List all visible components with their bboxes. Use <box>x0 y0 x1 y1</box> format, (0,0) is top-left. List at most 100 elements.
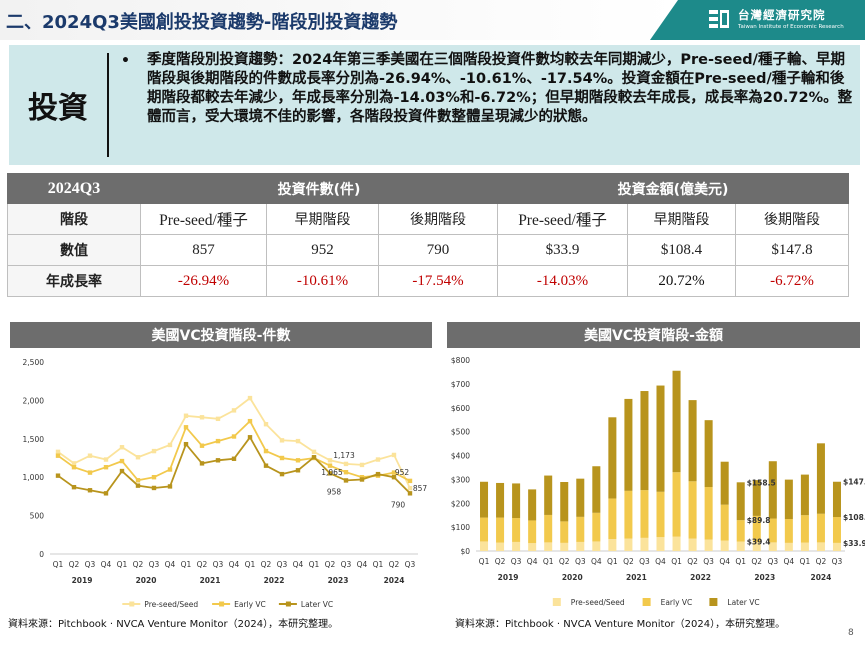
bar-segment <box>800 515 809 543</box>
data-label: $33.9 <box>843 539 865 548</box>
y-tick-label: 2,500 <box>23 358 45 367</box>
data-point <box>327 471 333 476</box>
bar-segment <box>800 542 809 551</box>
bar-segment <box>720 540 729 551</box>
data-point <box>311 455 317 460</box>
y-tick-label: $600 <box>451 404 470 413</box>
brand-band <box>650 0 865 40</box>
y-tick-label: $200 <box>451 499 470 508</box>
bar-segment <box>560 542 569 551</box>
summary-divider <box>107 53 109 157</box>
x-tick-label: Q2 <box>261 560 272 569</box>
data-point <box>375 471 381 477</box>
bar-segment <box>816 542 825 551</box>
summary-tag: 投資 <box>28 91 88 126</box>
data-point <box>247 395 253 401</box>
x-tick-label: Q1 <box>479 557 490 566</box>
bar-segment <box>784 519 793 543</box>
bar-segment <box>720 461 729 505</box>
source-note: 資料來源：Pitchbook · NVCA Venture Monitor（20… <box>455 619 786 630</box>
logo-name: 台灣經濟研究院 <box>738 8 826 22</box>
bar-segment <box>608 539 617 551</box>
page-number: 8 <box>848 628 854 638</box>
legend-label: Later VC <box>727 598 759 607</box>
row-label-value: 數值 <box>7 234 141 266</box>
table-period: 2024Q3 <box>7 173 141 204</box>
legend-label: Pre-seed/Seed <box>144 600 198 609</box>
bar-segment <box>704 539 713 551</box>
legend-marker <box>129 601 135 607</box>
bar-segment <box>640 490 649 538</box>
data-point <box>247 435 253 440</box>
data-point <box>183 413 189 418</box>
data-point <box>343 461 349 467</box>
data-point <box>87 453 93 458</box>
data-point <box>391 475 397 480</box>
bar-segment <box>496 482 505 518</box>
data-point <box>119 445 125 450</box>
data-point <box>135 483 141 488</box>
x-tick-label: Q3 <box>149 560 160 569</box>
table-cell: 790 <box>377 234 499 266</box>
data-point <box>55 453 61 458</box>
data-point <box>343 478 349 483</box>
bar-segment <box>656 491 665 538</box>
bar-segment <box>704 487 713 540</box>
table-cell: 857 <box>140 234 267 266</box>
x-tick-label: Q1 <box>53 560 64 569</box>
bar-segment <box>800 474 809 516</box>
bar-segment <box>576 541 585 551</box>
data-label: $158.5 <box>747 478 776 487</box>
legend-swatch <box>709 598 718 606</box>
bar-segment <box>832 481 841 518</box>
data-point <box>295 438 301 444</box>
table-row: 階段 Pre-seed/種子 早期階段 後期階段 Pre-seed/種子 早期階… <box>7 203 850 235</box>
x-tick-label: Q2 <box>816 557 827 566</box>
year-label: 2021 <box>200 576 221 585</box>
data-point <box>135 478 141 483</box>
row-label-stage: 階段 <box>7 203 141 235</box>
data-point <box>87 470 93 475</box>
x-tick-label: Q3 <box>341 560 352 569</box>
legend-marker <box>285 601 291 607</box>
bar-segment <box>624 538 633 551</box>
bar-segment <box>656 385 665 492</box>
bar-segment <box>768 461 777 519</box>
bar-segment <box>672 370 681 473</box>
year-label: 2023 <box>328 576 349 585</box>
page-title: 二、2024Q3美國創投投資趨勢-階段別投資趨勢 <box>6 12 398 33</box>
bar-segment <box>752 542 761 551</box>
data-label: 790 <box>391 500 406 509</box>
data-point <box>135 455 141 460</box>
data-point <box>375 457 381 462</box>
source-note: 資料來源：Pitchbook · NVCA Venture Monitor（20… <box>8 619 339 630</box>
x-tick-label: Q2 <box>495 557 506 566</box>
bar-segment <box>592 466 601 513</box>
year-label: 2024 <box>810 573 831 582</box>
table-cell: 952 <box>266 234 379 266</box>
data-point <box>199 461 205 466</box>
legend-label: Early VC <box>234 600 266 609</box>
year-label: 2021 <box>626 573 647 582</box>
bullet-icon: • <box>121 53 130 69</box>
bar-segment <box>640 391 649 491</box>
data-point <box>103 491 109 496</box>
bar-segment <box>544 542 553 551</box>
x-tick-label: Q2 <box>325 560 336 569</box>
bar-segment <box>544 475 553 515</box>
y-tick-label: 1,000 <box>23 473 45 482</box>
bar-segment <box>560 482 569 522</box>
x-tick-label: Q1 <box>671 557 682 566</box>
x-tick-label: Q4 <box>784 557 795 566</box>
data-point <box>183 425 189 430</box>
data-point <box>343 470 349 475</box>
bar-segment <box>512 518 521 542</box>
data-point <box>231 408 237 413</box>
data-point <box>183 441 189 447</box>
data-label: 952 <box>395 468 410 477</box>
deal-count-line-chart: 0 500 1,000 1,500 2,000 2,500 Q1 Q2 Q3 Q4 Q1 Q2 Q3 Q4… <box>23 358 428 609</box>
table-cell: 早期階段 <box>627 203 737 235</box>
y-tick-label: 500 <box>30 512 45 521</box>
x-tick-label: Q4 <box>293 560 304 569</box>
bar-segment <box>672 536 681 551</box>
